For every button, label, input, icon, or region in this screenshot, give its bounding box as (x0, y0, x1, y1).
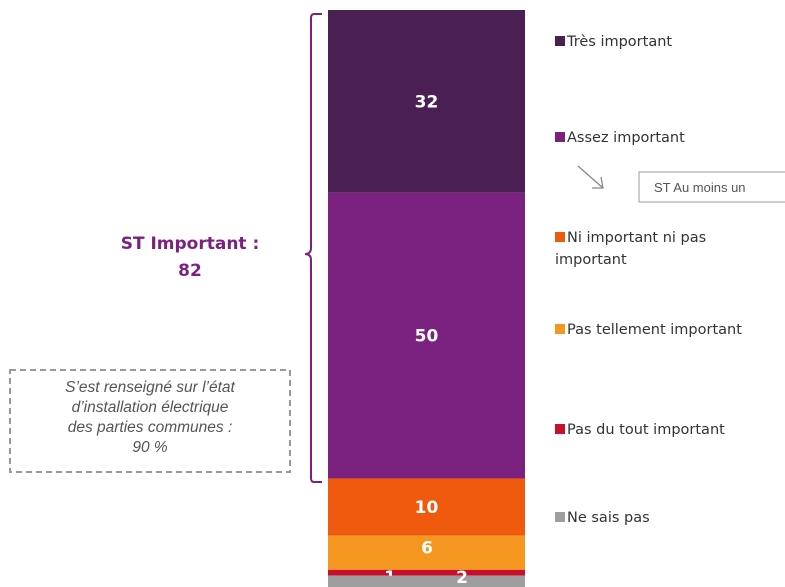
bar-value-label-1: 32 (415, 92, 439, 112)
bar-segment-4 (328, 535, 525, 570)
note-line-3: des parties communes : (68, 419, 233, 436)
bar-segment-6 (328, 575, 525, 587)
legend-swatch-5 (555, 424, 565, 434)
bar-value-label-2: 50 (415, 327, 439, 347)
bar-segment-3 (328, 478, 525, 536)
note-line-2: d’installation électrique (72, 399, 229, 416)
bar-value-label-3: 10 (415, 498, 439, 518)
legend-swatch-3 (555, 232, 565, 242)
note-line-4: 90 % (132, 439, 168, 456)
legend-swatch-1 (555, 36, 565, 46)
bar-value-label-6: 2 (456, 568, 468, 587)
legend-label-4: Pas tellement important (567, 322, 742, 338)
legend-label-3: Ni important ni pas (567, 230, 706, 246)
note-box (9, 369, 291, 473)
callout-text: ST Au moins un (654, 180, 746, 195)
bar-segment-5 (328, 569, 525, 576)
legend-swatch-2 (555, 132, 565, 142)
bar-segments: 325010612 (328, 10, 525, 587)
callout-box (638, 171, 785, 203)
legend-label-2: Assez important (567, 130, 685, 146)
bar-segment-2 (328, 192, 525, 479)
legend-swatch-4 (555, 324, 565, 334)
legend-label-1: Très important (566, 34, 672, 50)
note-line-1: S’est renseigné sur l’état (65, 379, 235, 396)
legend-swatch-6 (555, 512, 565, 522)
bar-segment-1 (328, 10, 525, 193)
subtotal-label-value: 82 (178, 261, 202, 281)
legend-label-3-line2: important (555, 252, 627, 268)
legend-label-6: Ne sais pas (567, 510, 650, 526)
bar-value-label-4: 6 (421, 539, 433, 559)
subtotal-label-line1: ST Important : (121, 234, 260, 254)
subtotal-bracket (304, 13, 322, 483)
legend: Très important Assez important Ni importan… (555, 34, 742, 526)
note-text: S’est renseigné sur l’état d’installation… (65, 379, 235, 456)
legend-label-5: Pas du tout important (567, 422, 725, 438)
callout-arrow-icon (577, 165, 604, 189)
